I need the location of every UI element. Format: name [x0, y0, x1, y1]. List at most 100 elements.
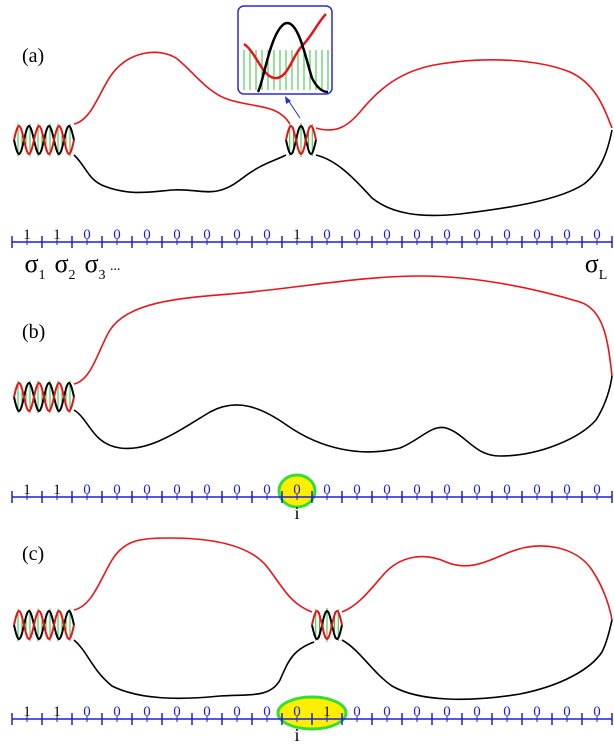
site-value: 0: [443, 227, 451, 243]
bubble-bottom-strand: [73, 154, 287, 194]
sigma-subscript: 1: [39, 268, 46, 283]
bubble-bottom-strand: [73, 639, 315, 700]
site-value: 0: [143, 227, 151, 243]
panel-label: (a): [22, 45, 44, 67]
panel-label: (b): [22, 321, 45, 343]
inset-strand-bottom: [256, 21, 329, 94]
site-value: 0: [593, 227, 601, 243]
site-value: 0: [263, 482, 271, 498]
site-value: 0: [593, 704, 601, 720]
site-value: 0: [503, 482, 511, 498]
bubble-top-strand: [73, 275, 613, 385]
site-value: 0: [143, 482, 151, 498]
site-value: 0: [203, 482, 211, 498]
site-value: 0: [233, 704, 241, 720]
helix-strand-top: [13, 124, 75, 156]
inset-arrowhead: [285, 96, 291, 104]
sigma-symbol: σ: [585, 249, 599, 278]
site-value: 1: [23, 227, 31, 243]
inset-pointer: [287, 99, 301, 119]
site-value: 0: [443, 482, 451, 498]
site-value: 0: [293, 704, 301, 720]
panel-label: (c): [22, 543, 44, 565]
ellipsis: ...: [110, 259, 121, 274]
site-value: 0: [383, 482, 391, 498]
bubble-bottom-strand: [341, 619, 613, 701]
site-value: 1: [53, 227, 61, 243]
site-index-label: i: [294, 503, 299, 523]
site-value: 0: [383, 227, 391, 243]
helix-strand-top: [311, 609, 343, 641]
panel-a: (a)1 1 0 0 0 0 0 0 0 1 0 0 0 0 0 0 0 0 0 0σ1 σ2 σ3... σL: [11, 5, 613, 283]
site-value: 0: [83, 704, 91, 720]
site-value: 0: [563, 704, 571, 720]
site-value: 0: [173, 482, 181, 498]
site-value: 0: [113, 704, 121, 720]
bubble-bottom-strand: [315, 129, 613, 217]
site-value: 1: [23, 704, 31, 720]
helix-strand-bottom: [285, 124, 317, 156]
sigma-index-label: σ1: [24, 249, 45, 283]
site-value: 0: [473, 482, 481, 498]
site-value: 0: [323, 227, 331, 243]
helix-strand-top: [13, 381, 75, 413]
site-value: 0: [413, 704, 421, 720]
site-value: 1: [53, 482, 61, 498]
site-value: 0: [173, 227, 181, 243]
site-value: 1: [323, 704, 331, 720]
site-value: 0: [203, 704, 211, 720]
sigma-subscript: L: [599, 268, 608, 283]
site-value: 0: [113, 227, 121, 243]
site-value: 0: [503, 704, 511, 720]
site-value: 0: [443, 704, 451, 720]
site-value: 0: [533, 704, 541, 720]
site-value: 0: [563, 482, 571, 498]
site-index-label: i: [294, 725, 299, 745]
sigma-last-label: σL: [585, 249, 608, 283]
site-value: 0: [473, 704, 481, 720]
site-value: 0: [533, 227, 541, 243]
site-value: 0: [233, 227, 241, 243]
site-value: 0: [593, 482, 601, 498]
sigma-subscript: 2: [69, 268, 76, 283]
site-value: 0: [83, 482, 91, 498]
helix-strand-bottom: [311, 609, 343, 641]
site-value: 1: [53, 704, 61, 720]
site-value: 0: [263, 704, 271, 720]
site-value: 0: [353, 704, 361, 720]
site-value: 0: [413, 482, 421, 498]
helix-strand-top: [13, 609, 75, 641]
bubble-top-strand: [341, 545, 613, 621]
site-value: 0: [113, 482, 121, 498]
panel-b: (b) 1 1 0 0 0 0 0 0 0 0 0 0 0 0 0 0 0 0 0 0 i: [11, 275, 613, 523]
site-value: 1: [23, 482, 31, 498]
site-value: 0: [233, 482, 241, 498]
highlight-ellipse: [277, 473, 317, 509]
sigma-index-label: σ2: [54, 249, 75, 283]
site-value: 0: [263, 227, 271, 243]
site-value: 0: [473, 227, 481, 243]
helix-strand-top: [285, 124, 317, 156]
site-value: 0: [383, 704, 391, 720]
bubble-top-strand: [315, 59, 613, 131]
site-value: 0: [353, 227, 361, 243]
bubble-top-strand: [73, 51, 291, 125]
inset-frame: [237, 5, 333, 95]
sigma-symbol: σ: [54, 249, 68, 278]
bubble-bottom-strand: [73, 375, 613, 457]
inset-strand-top: [243, 13, 327, 80]
bubble-top-strand: [73, 537, 313, 613]
site-value: 0: [413, 227, 421, 243]
site-value: 1: [293, 227, 301, 243]
site-value: 0: [173, 704, 181, 720]
site-value: 0: [533, 482, 541, 498]
sigma-symbol: σ: [84, 249, 98, 278]
site-value: 0: [353, 482, 361, 498]
sigma-symbol: σ: [24, 249, 38, 278]
sigma-subscript: 3: [99, 268, 106, 283]
site-value: 0: [563, 227, 571, 243]
site-value: 0: [143, 704, 151, 720]
panel-c: (c) 1 1 0 0 0 0 0 0 0 0 1 0 0 0 0 0 0 0 0 0 i: [11, 537, 613, 745]
site-value: 0: [503, 227, 511, 243]
